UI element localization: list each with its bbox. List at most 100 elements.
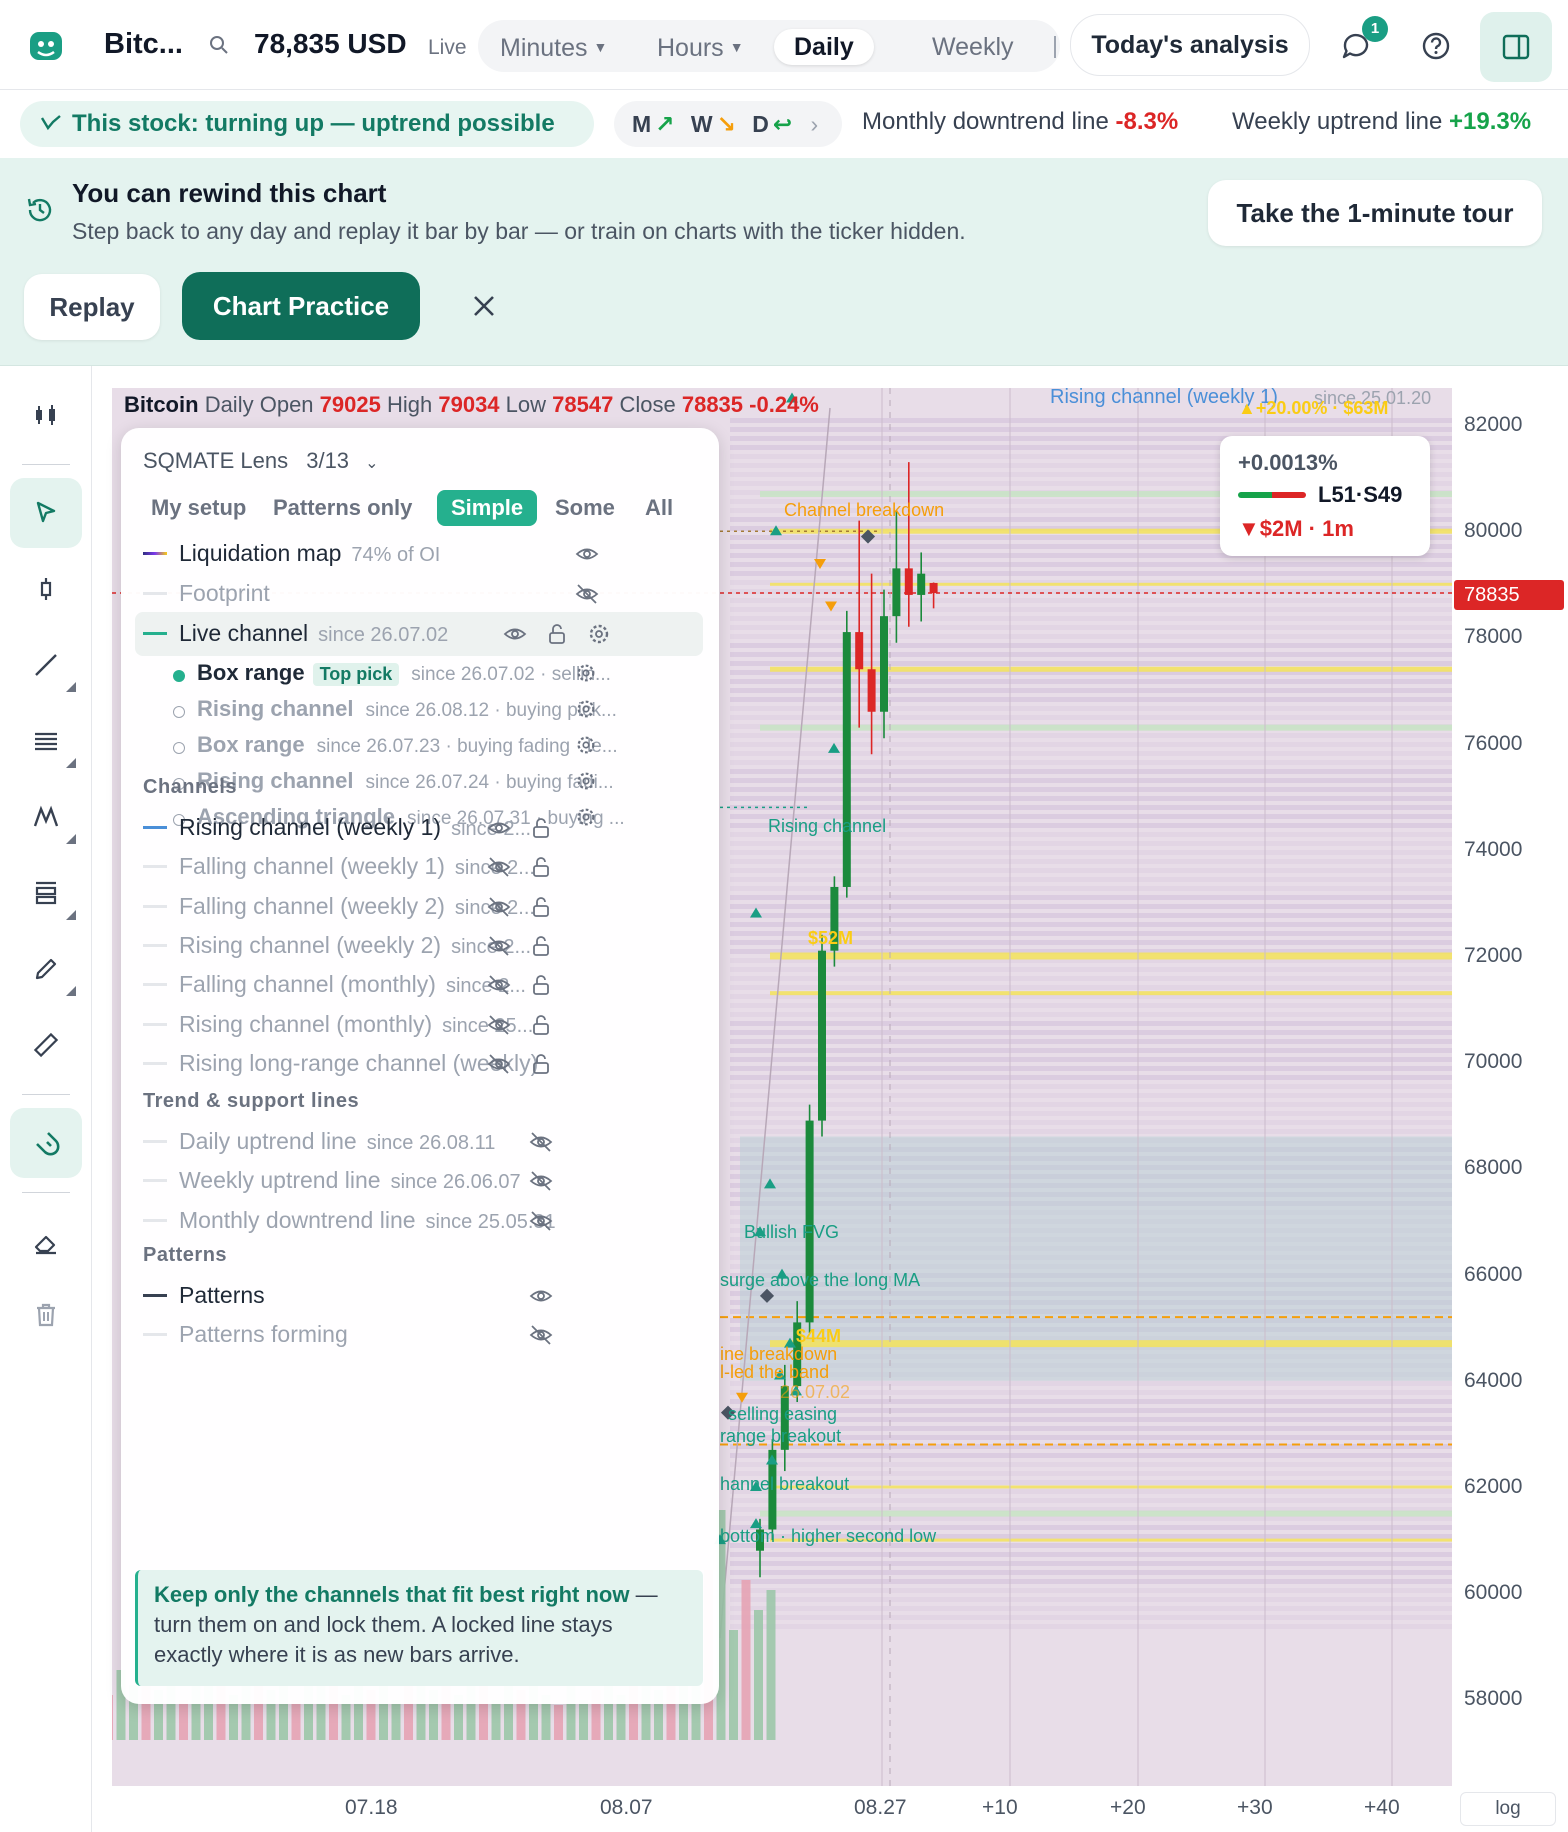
layer-patterns[interactable]: Patterns forming [121, 1313, 719, 1357]
radio-indicator[interactable] [173, 670, 185, 682]
tab-daily[interactable]: Daily [774, 29, 874, 65]
layer-channel[interactable]: Falling channel (weekly 1) since 2... [121, 845, 719, 889]
unlock-icon[interactable] [529, 816, 553, 840]
volume-bar [112, 1695, 113, 1740]
mode-all[interactable]: All [645, 495, 674, 520]
volume-bar [629, 1670, 638, 1740]
delete-tool[interactable] [10, 1280, 82, 1350]
layer-channel[interactable]: Rising long-range channel (weekly) [121, 1042, 719, 1086]
live-channel-option[interactable]: Box range Top pick since 26.07.02 · sellin… [121, 656, 719, 692]
pattern-tool[interactable] [10, 782, 82, 852]
layer-label: Rising channel (weekly 2) since 2... [179, 931, 532, 958]
trend-status-pill[interactable]: This stock: turning up — uptrend possibl… [20, 101, 594, 147]
mode-patterns-only[interactable]: Patterns only [273, 495, 413, 520]
unlock-icon[interactable] [529, 1052, 553, 1076]
pointer-tool[interactable] [10, 478, 82, 548]
liquidation-band [730, 904, 1452, 909]
mwd-trend-pill[interactable]: M ↗ W ↘ D ↩ › [614, 101, 842, 147]
settings-icon[interactable] [575, 662, 597, 684]
layer-channel[interactable]: Falling channel (weekly 2) since 2... [121, 885, 719, 929]
eye-off-icon[interactable] [487, 1013, 511, 1037]
horizontal-lines-tool[interactable] [10, 706, 82, 776]
layer-footprint[interactable]: Footprint [121, 572, 719, 616]
log-scale-toggle[interactable]: log [1460, 1792, 1556, 1826]
unlock-icon[interactable] [529, 973, 553, 997]
settings-icon[interactable] [575, 806, 597, 828]
unlock-icon[interactable] [529, 934, 553, 958]
side-panel-toggle-button[interactable] [1480, 12, 1552, 82]
measure-tool[interactable] [10, 1010, 82, 1080]
lens-header[interactable]: SQMATE Lens 3/13 ⌄ [143, 448, 379, 474]
mode-simple[interactable]: Simple [437, 490, 538, 526]
eye-off-icon[interactable] [529, 1209, 553, 1233]
layer-patterns[interactable]: Patterns [121, 1274, 719, 1318]
unlock-icon[interactable] [529, 1013, 553, 1037]
layer-liquidation-map[interactable]: Liquidation map 74% of OI [121, 532, 719, 576]
unlock-icon[interactable] [529, 855, 553, 879]
eraser-tool[interactable] [10, 1208, 82, 1278]
trendline-tool[interactable] [10, 630, 82, 700]
volume-bar [116, 1670, 126, 1740]
eye-off-icon[interactable] [487, 934, 511, 958]
layer-channel[interactable]: Rising channel (weekly 2) since 2... [121, 924, 719, 968]
eye-off-icon[interactable] [487, 855, 511, 879]
layer-trendline[interactable]: Weekly uptrend line since 26.06.07 [121, 1159, 719, 1203]
candlestick-icon [36, 405, 55, 425]
eye-off-icon[interactable] [487, 1052, 511, 1076]
app-logo-icon[interactable] [28, 28, 64, 64]
unlock-icon[interactable] [529, 895, 553, 919]
mode-my-setup[interactable]: My setup [151, 495, 247, 520]
radio-indicator[interactable] [173, 706, 185, 718]
mode-some[interactable]: Some [555, 495, 615, 520]
eye-icon[interactable] [487, 816, 511, 840]
candle-tool[interactable] [10, 554, 82, 624]
tab-hours[interactable]: Hours ▼ [657, 34, 744, 62]
chart-canvas[interactable] [112, 388, 1452, 1786]
live-channel-option[interactable]: Ascending triangle since 26.07.31 · buyin… [121, 800, 719, 836]
settings-icon[interactable] [575, 770, 597, 792]
eye-off-icon[interactable] [529, 1169, 553, 1193]
replay-button[interactable]: Replay [24, 274, 160, 340]
chart-practice-button[interactable]: Chart Practice [182, 272, 420, 340]
settings-icon[interactable] [587, 622, 611, 646]
liquidation-band [730, 1579, 1452, 1584]
search-icon[interactable] [208, 34, 230, 56]
settings-icon[interactable] [575, 734, 597, 756]
live-channel-option[interactable]: Rising channel since 26.07.24 · buying fa… [121, 764, 719, 800]
live-channel-option[interactable]: Rising channel since 26.08.12 · buying pi… [121, 692, 719, 728]
settings-icon[interactable] [575, 698, 597, 720]
layer-channel[interactable]: Rising channel (weekly 1) since 2... [121, 806, 719, 850]
eye-off-icon[interactable] [487, 973, 511, 997]
ruler-icon [33, 1032, 59, 1058]
eye-off-icon[interactable] [529, 1323, 553, 1347]
layer-trendline[interactable]: Monthly downtrend line since 25.05.31 [121, 1199, 719, 1243]
take-tour-button[interactable]: Take the 1-minute tour [1208, 180, 1542, 246]
tab-minutes[interactable]: Minutes ▼ [500, 34, 608, 62]
chart-type-tool[interactable] [10, 380, 82, 450]
todays-analysis-button[interactable]: Today's analysis [1070, 14, 1310, 76]
live-channel-option[interactable]: Box range since 26.07.23 · buying fading … [121, 728, 719, 764]
eye-icon[interactable] [503, 622, 527, 646]
eye-off-icon[interactable] [487, 895, 511, 919]
eye-icon[interactable] [575, 542, 599, 566]
eye-icon[interactable] [529, 1284, 553, 1308]
eye-off-icon[interactable] [575, 582, 599, 606]
help-icon[interactable] [1420, 30, 1452, 62]
chat-icon[interactable] [1340, 30, 1372, 62]
radio-indicator[interactable] [173, 742, 185, 754]
layout-tool[interactable] [10, 858, 82, 928]
brush-tool[interactable] [10, 934, 82, 1004]
unlock-icon[interactable] [545, 622, 569, 646]
eye-off-icon[interactable] [529, 1130, 553, 1154]
liquidation-tooltip[interactable]: +0.0013% L51·S49 ▼$2M · 1m [1220, 436, 1430, 556]
radio-indicator[interactable] [173, 778, 185, 790]
radio-indicator[interactable] [173, 814, 185, 826]
layer-channel[interactable]: Rising channel (monthly) since 25... [121, 1003, 719, 1047]
layer-channel[interactable]: Falling channel (monthly) since 2... [121, 963, 719, 1007]
layer-trendline[interactable]: Daily uptrend line since 26.08.11 [121, 1120, 719, 1164]
magnet-tool[interactable] [10, 1108, 82, 1178]
ticker-name[interactable]: Bitc... [104, 28, 183, 60]
layer-live-channel[interactable]: Live channel since 26.07.02 [135, 612, 703, 656]
tab-weekly[interactable]: Weekly [932, 33, 1014, 61]
close-icon[interactable] [470, 292, 498, 320]
